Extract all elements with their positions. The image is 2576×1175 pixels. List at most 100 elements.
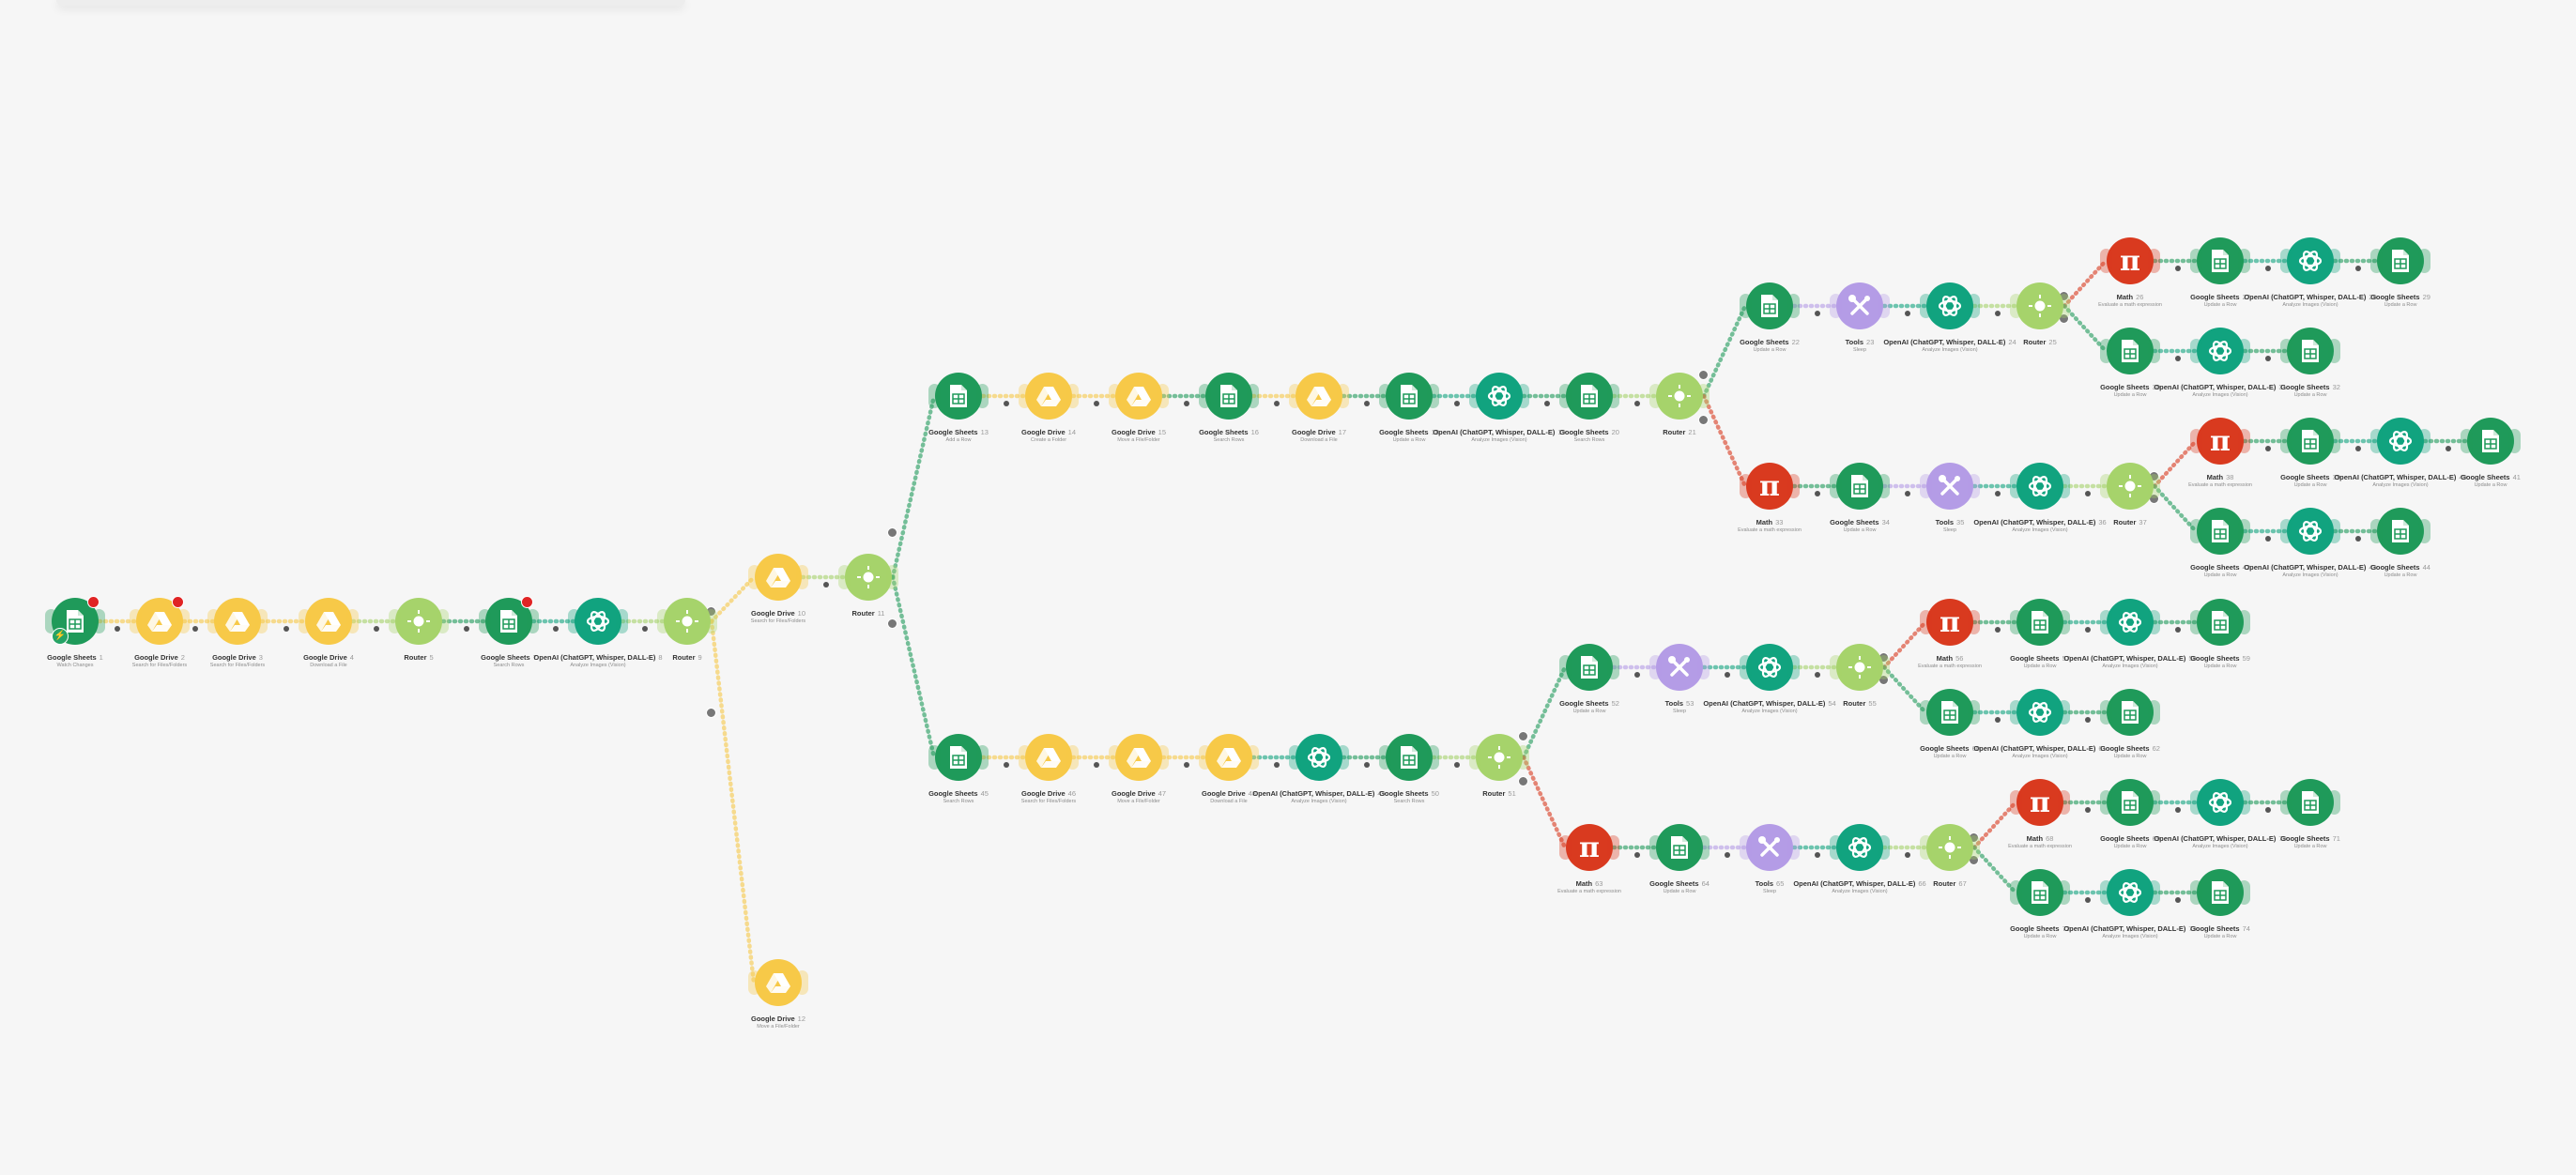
wrench-icon[interactable] [2175, 897, 2181, 903]
wrench-icon[interactable] [2175, 627, 2181, 633]
wrench-icon[interactable] [1454, 401, 1460, 406]
wrench-icon[interactable] [1274, 762, 1280, 768]
module-openai-43[interactable] [2287, 508, 2334, 555]
wrench-icon[interactable] [2175, 356, 2181, 361]
module-math-68[interactable]: π [2016, 779, 2063, 826]
wrench-icon[interactable] [115, 626, 120, 632]
module-sheets-34[interactable] [1836, 463, 1883, 510]
module-sheets-62[interactable] [2107, 689, 2154, 736]
module-openai-49[interactable] [1296, 734, 1342, 781]
wrench-icon[interactable] [1995, 491, 2001, 496]
module-tools-53[interactable] [1656, 644, 1703, 691]
module-drive-4[interactable] [305, 598, 352, 645]
wrench-icon[interactable] [553, 626, 559, 632]
module-router-51[interactable] [1476, 734, 1523, 781]
module-sheets-59[interactable] [2197, 599, 2244, 646]
wrench-icon[interactable] [2085, 807, 2091, 813]
module-drive-12[interactable] [755, 959, 802, 1006]
filter-icon[interactable] [1698, 370, 1709, 380]
wrench-icon[interactable] [1905, 311, 1910, 316]
module-router-11[interactable] [845, 554, 892, 601]
module-sheets-18[interactable] [1386, 373, 1433, 420]
wrench-icon[interactable] [2265, 356, 2271, 361]
module-sheets-57[interactable] [2016, 599, 2063, 646]
module-sheets-44[interactable] [2377, 508, 2424, 555]
wrench-icon[interactable] [1815, 672, 1820, 678]
wrench-icon[interactable] [2355, 536, 2361, 542]
module-sheets-45[interactable] [935, 734, 982, 781]
connection-l7-d1[interactable] [1524, 757, 1565, 847]
wrench-icon[interactable] [1184, 401, 1189, 406]
connection-n10-l1[interactable] [893, 577, 934, 757]
filter-icon[interactable] [1698, 415, 1709, 425]
wrench-icon[interactable] [1905, 852, 1910, 858]
module-math-38[interactable]: π [2197, 418, 2244, 465]
module-openai-54[interactable] [1746, 644, 1793, 691]
wrench-icon[interactable] [2265, 807, 2271, 813]
module-sheets-50[interactable] [1386, 734, 1433, 781]
wrench-icon[interactable] [823, 582, 829, 588]
wrench-icon[interactable] [2085, 491, 2091, 496]
module-openai-40[interactable] [2377, 418, 2424, 465]
connection-n10-u1[interactable] [893, 396, 934, 577]
module-tools-23[interactable] [1836, 282, 1883, 329]
wrench-icon[interactable] [2175, 266, 2181, 271]
filter-icon[interactable] [1518, 776, 1528, 786]
module-math-63[interactable]: π [1566, 824, 1613, 871]
wrench-icon[interactable] [1905, 491, 1910, 496]
wrench-icon[interactable] [2446, 446, 2451, 451]
module-sheets-22[interactable] [1746, 282, 1793, 329]
module-tools-35[interactable] [1926, 463, 1973, 510]
wrench-icon[interactable] [2355, 266, 2361, 271]
filter-icon[interactable] [1518, 731, 1528, 741]
module-sheets-72[interactable] [2016, 869, 2063, 916]
wrench-icon[interactable] [374, 626, 379, 632]
wrench-icon[interactable] [2355, 446, 2361, 451]
module-drive-46[interactable] [1025, 734, 1072, 781]
module-sheets-13[interactable] [935, 373, 982, 420]
module-openai-8[interactable] [575, 598, 621, 645]
wrench-icon[interactable] [1004, 401, 1009, 406]
connection-n8-n11[interactable] [712, 621, 754, 983]
wrench-icon[interactable] [1454, 762, 1460, 768]
filter-icon[interactable] [706, 708, 716, 718]
wrench-icon[interactable] [1094, 401, 1099, 406]
module-drive-14[interactable] [1025, 373, 1072, 420]
wrench-icon[interactable] [1274, 401, 1280, 406]
wrench-icon[interactable] [1364, 401, 1370, 406]
module-sheets-74[interactable] [2197, 869, 2244, 916]
module-openai-31[interactable] [2197, 328, 2244, 374]
wrench-icon[interactable] [1544, 401, 1550, 406]
wrench-icon[interactable] [1634, 401, 1640, 406]
module-drive-48[interactable] [1205, 734, 1252, 781]
wrench-icon[interactable] [1634, 852, 1640, 858]
module-drive-47[interactable] [1115, 734, 1162, 781]
module-sheets-42[interactable] [2197, 508, 2244, 555]
wrench-icon[interactable] [464, 626, 469, 632]
module-openai-73[interactable] [2107, 869, 2154, 916]
module-sheets-29[interactable] [2377, 237, 2424, 284]
module-sheets-52[interactable] [1566, 644, 1613, 691]
module-drive-3[interactable] [214, 598, 261, 645]
module-tools-65[interactable] [1746, 824, 1793, 871]
module-sheets-71[interactable] [2287, 779, 2334, 826]
wrench-icon[interactable] [192, 626, 198, 632]
wrench-icon[interactable] [1995, 717, 2001, 723]
wrench-icon[interactable] [2265, 536, 2271, 542]
module-openai-70[interactable] [2197, 779, 2244, 826]
module-sheets-69[interactable] [2107, 779, 2154, 826]
module-sheets-60[interactable] [1926, 689, 1973, 736]
wrench-icon[interactable] [2265, 266, 2271, 271]
wrench-icon[interactable] [1094, 762, 1099, 768]
wrench-icon[interactable] [1725, 852, 1730, 858]
module-openai-66[interactable] [1836, 824, 1883, 871]
module-math-56[interactable]: π [1926, 599, 1973, 646]
wrench-icon[interactable] [2085, 717, 2091, 723]
connection-u9-b1[interactable] [1704, 396, 1745, 486]
wrench-icon[interactable] [1815, 311, 1820, 316]
wrench-icon[interactable] [642, 626, 648, 632]
module-sheets-30[interactable] [2107, 328, 2154, 374]
module-sheets-16[interactable] [1205, 373, 1252, 420]
wrench-icon[interactable] [2175, 807, 2181, 813]
